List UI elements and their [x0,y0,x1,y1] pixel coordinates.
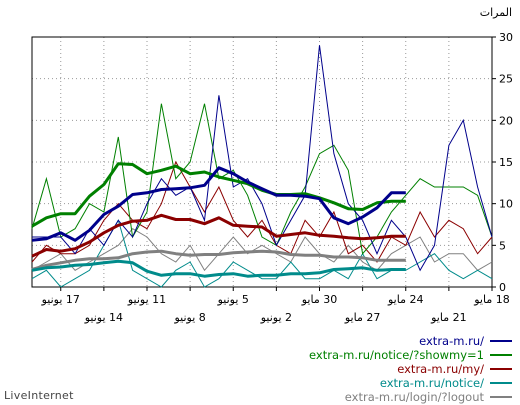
x-tick-label: 18 مايو [473,293,509,306]
legend-label: extra-m.ru/ [419,334,484,348]
y-tick-label: 5 [499,239,506,252]
x-tick-label: 14 يونيو [84,311,123,324]
y-tick-label: 10 [499,198,513,211]
series-trend-0 [31,166,406,242]
x-tick-label: 27 مايو [344,311,380,324]
y-axis-title: المرات [479,6,512,19]
brand-logo-text[interactable]: LiveInternet [4,389,74,402]
series-line-3 [31,219,493,288]
legend-label: extra-m.ru/login/?logout [344,390,484,404]
legend-swatch [490,382,512,384]
series-layer [31,45,493,288]
legend-item[interactable]: extra-m.ru/login/?logout [132,390,512,404]
series-trend-2 [31,213,406,258]
y-tick-label: 0 [499,281,506,294]
legend-item[interactable]: extra-m.ru/my/ [132,362,512,376]
series-line-1 [31,103,493,255]
x-axis: 18 مايو 21 مايو 24 مايو 27 مايو 30 مايو 2 يون… [41,287,510,324]
series-line-2 [31,160,493,263]
series-line-0 [32,45,493,272]
y-tick-label: 30 [499,31,513,44]
legend-swatch [490,354,512,356]
x-tick-label: 30 مايو [301,293,337,306]
legend-swatch [490,368,512,370]
legend-item[interactable]: extra-m.ru/notice/ [132,376,512,390]
legend-label: extra-m.ru/notice/?showmy=1 [309,348,484,362]
series-trend-1 [31,162,406,228]
legend-swatch [490,396,512,398]
x-tick-label: 5 يونيو [217,293,249,306]
x-tick-label: 21 مايو [430,311,466,324]
y-tick-label: 15 [499,156,513,169]
legend-item[interactable]: extra-m.ru/notice/?showmy=1 [132,348,512,362]
x-tick-label: 24 مايو [387,293,423,306]
y-axis: 0 5 10 15 20 25 30 [492,31,513,294]
legend-label: extra-m.ru/my/ [397,362,484,376]
series-trend-3 [31,259,406,278]
series-trend-4 [31,249,406,271]
x-tick-label: 2 يونيو [260,311,292,324]
x-tick-label: 11 يونيو [127,293,166,306]
x-tick-label: 8 يونيو [173,311,205,324]
series-line-4 [31,228,493,272]
y-tick-label: 20 [499,114,513,127]
legend-swatch [490,340,512,342]
legend-label: extra-m.ru/notice/ [379,376,484,390]
y-tick-label: 25 [499,73,513,86]
legend: extra-m.ru/extra-m.ru/notice/?showmy=1 ex… [132,334,512,404]
legend-item[interactable]: extra-m.ru/ [132,334,512,348]
x-tick-label: 17 يونيو [41,293,80,306]
